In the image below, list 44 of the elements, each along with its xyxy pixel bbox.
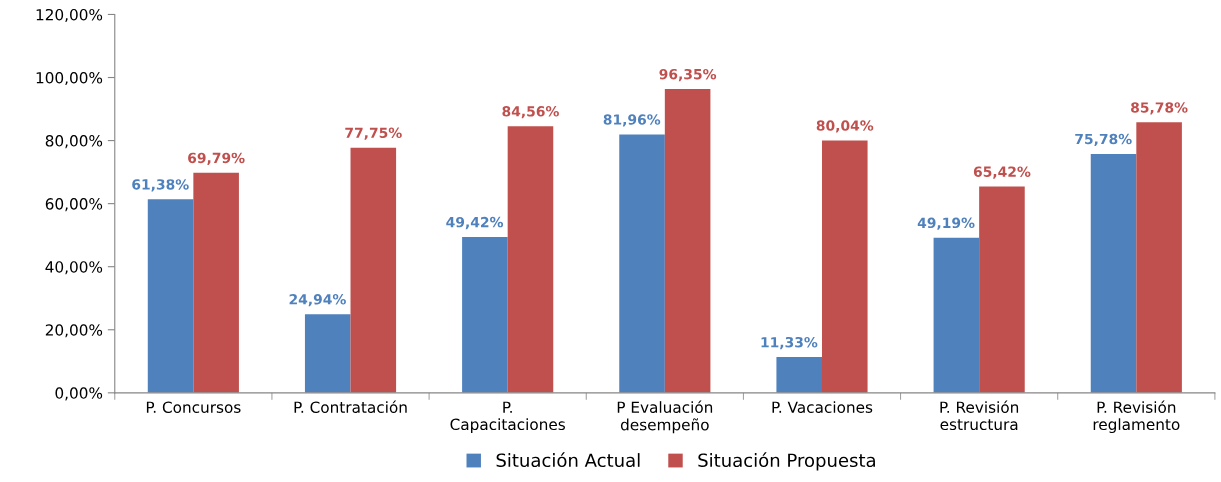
data-label: 75,78% — [1075, 133, 1132, 147]
data-label: 84,56% — [502, 106, 559, 119]
bar — [507, 126, 554, 393]
x-tick-label: P. Concursos — [146, 401, 241, 413]
data-label: 96,35% — [659, 68, 717, 82]
data-label: 61,38% — [132, 179, 189, 192]
x-tick-label: P. Capacitaciones — [450, 401, 565, 434]
y-tick-label: 120,00% — [36, 8, 103, 23]
x-tick-label: P. Vacaciones — [772, 401, 873, 413]
data-label: 65,42% — [973, 166, 1031, 179]
x-tick-label: P Evaluación desempeño — [617, 400, 713, 434]
bar — [462, 237, 508, 393]
data-label: 85,78% — [1131, 102, 1188, 115]
x-tick-label: P. Contratación — [294, 400, 407, 413]
data-label: 11,33% — [761, 336, 818, 350]
bar — [776, 357, 822, 393]
y-tick-label: 40,00% — [45, 261, 103, 275]
bar — [664, 89, 711, 393]
bar — [821, 140, 868, 393]
bar — [1090, 153, 1137, 393]
bar — [933, 237, 980, 393]
data-label: 81,96% — [603, 114, 661, 127]
y-tick-label: 100,00% — [36, 71, 103, 86]
data-label: 69,79% — [188, 152, 245, 165]
legend-label: Situación Propuesta — [698, 452, 875, 471]
bar — [147, 199, 194, 393]
bar — [350, 147, 397, 393]
x-tick-label: P. Revisión estructura — [940, 400, 1019, 431]
bar — [619, 134, 665, 393]
data-label: 49,42% — [446, 216, 504, 230]
data-label: 80,04% — [816, 120, 874, 133]
x-tick-label: P. Revisión reglamento — [1093, 400, 1180, 434]
y-tick-label: 0,00% — [55, 387, 103, 401]
bar — [193, 172, 239, 393]
bar — [979, 186, 1025, 393]
y-tick-label: 60,00% — [45, 198, 103, 212]
legend-label: Situación Actual — [496, 452, 640, 468]
bar — [1136, 122, 1182, 393]
data-label: 49,19% — [917, 217, 975, 230]
bar — [304, 314, 351, 393]
y-tick-label: 80,00% — [45, 135, 103, 149]
y-tick-label: 20,00% — [45, 324, 103, 338]
data-label: 24,94% — [289, 294, 346, 307]
data-label: 77,75% — [345, 127, 402, 140]
